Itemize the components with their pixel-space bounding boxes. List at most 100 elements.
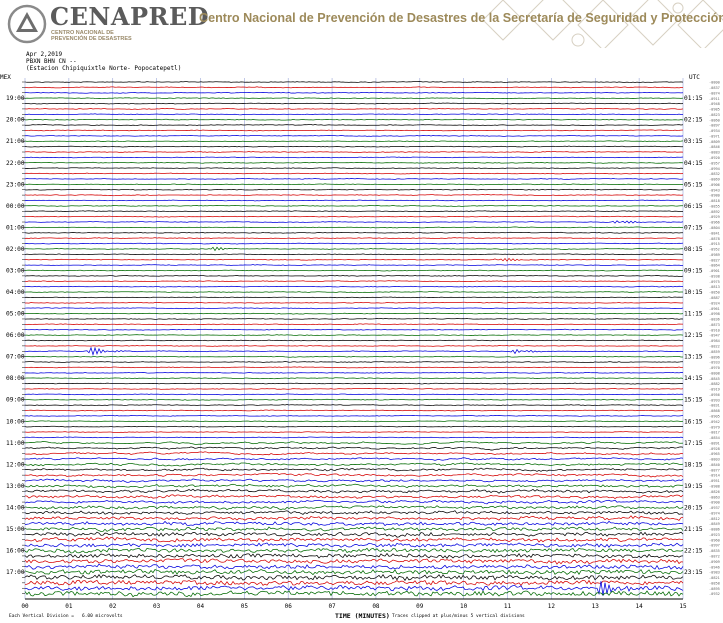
- seismic-trace: [24, 264, 684, 267]
- seismic-trace: [24, 205, 684, 207]
- trace-amp-label: -0900: [709, 501, 720, 505]
- seismic-trace: [24, 107, 684, 110]
- trace-amp-label: -0897: [709, 124, 720, 128]
- trace-amp-label: -0812: [709, 517, 720, 521]
- seismic-trace: [24, 563, 684, 570]
- trace-amp-label: -0827: [709, 258, 720, 262]
- seismic-trace: [24, 581, 684, 596]
- seismic-trace: [24, 388, 684, 390]
- right-hour-label: 05:15: [684, 181, 703, 188]
- seismic-trace: [24, 446, 684, 451]
- trace-amp-label: -0961: [709, 307, 720, 311]
- seismogram-chart: Apr 2,2019 PBXN BHN CN -- (Estacion Chip…: [0, 51, 720, 620]
- seismic-trace: [24, 361, 684, 364]
- trace-amp-label: -0896: [709, 355, 720, 359]
- seismic-trace: [24, 382, 684, 385]
- trace-amp-label: -0951: [709, 479, 720, 483]
- trace-amp-label: -0946: [709, 565, 720, 569]
- trace-amp-label: -0891: [709, 441, 720, 445]
- x-tick-label: 00: [21, 603, 29, 610]
- trace-amp-label: -0994: [709, 167, 720, 171]
- trace-amp-label: -0822: [709, 344, 720, 348]
- seismic-trace: [24, 425, 684, 428]
- trace-amp-label: -0965: [709, 452, 720, 456]
- trace-amp-label: -0846: [709, 145, 720, 149]
- trace-amp-label: -0817: [709, 431, 720, 435]
- seismic-trace: [24, 102, 684, 105]
- trace-amp-label: -0826: [709, 490, 720, 494]
- trace-amp-label: -0877: [709, 468, 720, 472]
- seismic-trace: [24, 542, 684, 548]
- seismic-trace: [24, 404, 684, 407]
- seismic-trace: [24, 237, 684, 240]
- trace-amp-label: -0970: [709, 366, 720, 370]
- x-tick-label: 06: [285, 603, 293, 610]
- trace-amp-label: -0975: [709, 280, 720, 284]
- right-hour-label: 19:15: [684, 483, 703, 490]
- seismic-trace: [24, 86, 684, 89]
- right-hour-label: 13:15: [684, 354, 703, 361]
- seismic-trace: [24, 145, 684, 148]
- right-hour-label: 16:15: [684, 418, 703, 425]
- seismic-trace: [24, 366, 684, 369]
- left-hour-label: 13:00: [6, 483, 25, 490]
- chart-station: (Estacion Chipiquixtle Norte- Popocatepe…: [26, 65, 181, 72]
- trace-amp-label: -0960: [709, 538, 720, 542]
- seismic-trace: [24, 345, 684, 347]
- seismic-trace: [24, 462, 684, 467]
- seismic-trace: [24, 499, 684, 505]
- right-hour-label: 04:15: [684, 160, 703, 167]
- left-hour-labels: 19:00 20:00 21:00 22:00 23:00 00:00 01:00 02:00…: [6, 95, 25, 576]
- trace-amp-label: -0956: [709, 393, 720, 397]
- trace-amp-label: -0808: [709, 371, 720, 375]
- right-hour-labels: 01:15 02:15 03:15 04:15 05:15 06:15 07:15 08:15…: [684, 95, 703, 576]
- seismic-trace: [24, 220, 684, 224]
- chart-date: Apr 2,2019: [26, 51, 63, 58]
- cenapred-logo-icon: [7, 4, 47, 44]
- trace-amp-label: -0971: [709, 134, 720, 138]
- x-tick-label: 12: [548, 603, 556, 610]
- seismic-trace: [24, 414, 684, 417]
- right-hour-label: 02:15: [684, 117, 703, 124]
- right-hour-label: 21:15: [684, 526, 703, 533]
- seismic-trace: [24, 134, 684, 137]
- left-hour-label: 17:00: [6, 569, 25, 576]
- x-tick-label: 15: [679, 603, 687, 610]
- trace-amp-label: -0800: [709, 81, 720, 85]
- trace-amp-label: -0886: [709, 528, 720, 532]
- trace-amp-label: -0923: [709, 533, 720, 537]
- x-tick-label: 02: [109, 603, 117, 610]
- trace-amp-label: -0943: [709, 188, 720, 192]
- x-tick-label: 08: [372, 603, 380, 610]
- seismic-trace: [24, 531, 684, 538]
- trace-amp-label: -0974: [709, 511, 720, 515]
- seismic-trace: [24, 188, 684, 191]
- chart-footer: Each Vertical Division = 6.00 microvolts…: [9, 612, 525, 620]
- trace-amp-label: -0821: [709, 576, 720, 580]
- seismic-trace: [24, 526, 684, 532]
- seismic-trace: [24, 436, 684, 439]
- seismic-trace: [24, 140, 684, 143]
- trace-amp-label: -0854: [709, 436, 720, 440]
- trace-amp-label: -0957: [709, 161, 720, 165]
- x-tick-label: 14: [636, 603, 644, 610]
- trace-amp-label: -0868: [709, 409, 720, 413]
- trace-amp-label: -0836: [709, 318, 720, 322]
- trace-amp-label: -0929: [709, 215, 720, 219]
- brand-name: CENAPRED: [50, 2, 210, 31]
- seismic-trace: [24, 483, 684, 489]
- trace-amp-label: -0860: [709, 118, 720, 122]
- left-hour-label: 11:00: [6, 440, 25, 447]
- seismic-trace: [24, 371, 684, 374]
- x-tick-labels: 00 01 02 03 04 05 06 07 08 09 10 11 12 13 14 15: [21, 603, 687, 610]
- trace-amp-label: -0858: [709, 581, 720, 585]
- x-tick-label: 01: [65, 603, 73, 610]
- seismic-trace: [24, 547, 684, 554]
- seismic-trace: [24, 97, 684, 100]
- left-hour-label: 10:00: [6, 418, 25, 425]
- seismic-trace: [24, 177, 684, 180]
- seismic-trace: [24, 478, 684, 483]
- trace-amp-label: -0849: [709, 522, 720, 526]
- trace-amp-label: -0924: [709, 301, 720, 305]
- trace-amp-label: -0979: [709, 425, 720, 429]
